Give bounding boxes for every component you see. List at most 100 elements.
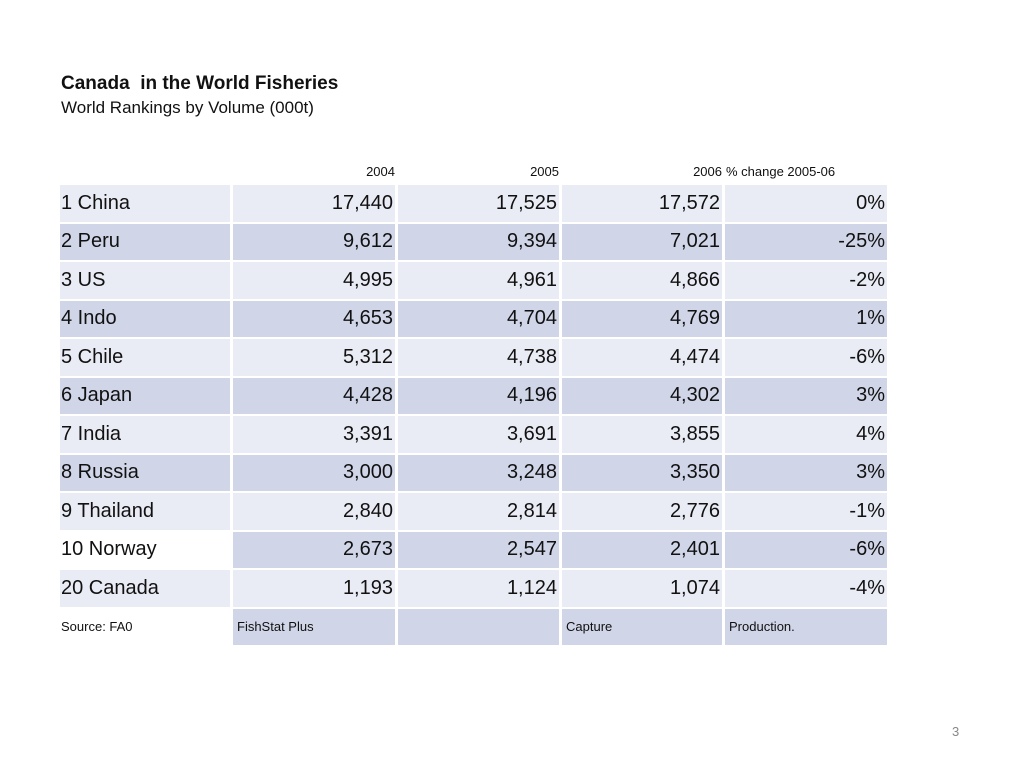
- cell-separator: [559, 493, 562, 530]
- cell-separator: [230, 300, 233, 337]
- cell-separator: [230, 262, 233, 299]
- country-cell: 4 Indo: [60, 300, 230, 337]
- value-cell: 4,866: [562, 262, 722, 299]
- change-cell: 0%: [725, 185, 887, 222]
- cell-separator: [559, 377, 562, 414]
- cell-separator: [230, 493, 233, 530]
- value-cell: 3,248: [398, 454, 559, 491]
- table-row: 1 China 17,440 17,525 17,572 0%: [60, 185, 887, 222]
- value-cell: 2,776: [562, 493, 722, 530]
- page-number: 3: [952, 724, 960, 739]
- cell-separator: [722, 223, 725, 260]
- cell-separator: [230, 377, 233, 414]
- change-cell: 1%: [725, 300, 887, 337]
- cell-separator: [395, 339, 398, 376]
- cell-separator: [559, 454, 562, 491]
- cell-separator: [559, 223, 562, 260]
- column-header-2005: 2005: [530, 164, 559, 179]
- value-cell: 3,000: [233, 454, 395, 491]
- value-cell: 3,691: [398, 416, 559, 453]
- country-cell: 20 Canada: [60, 570, 230, 607]
- cell-separator: [722, 416, 725, 453]
- cell-separator: [722, 493, 725, 530]
- value-cell: 1,193: [233, 570, 395, 607]
- table-row: 5 Chile 5,312 4,738 4,474 -6%: [60, 339, 887, 376]
- value-cell: 3,350: [562, 454, 722, 491]
- value-cell: 4,428: [233, 377, 395, 414]
- change-cell: 3%: [725, 377, 887, 414]
- cell-separator: [230, 339, 233, 376]
- cell-separator: [722, 339, 725, 376]
- value-cell: 17,572: [562, 185, 722, 222]
- change-cell: -2%: [725, 262, 887, 299]
- country-cell: 7 India: [60, 416, 230, 453]
- table-row: 10 Norway 2,673 2,547 2,401 -6%: [60, 531, 887, 568]
- value-cell: 3,391: [233, 416, 395, 453]
- cell-separator: [559, 185, 562, 222]
- change-cell: -6%: [725, 531, 887, 568]
- value-cell: 2,673: [233, 531, 395, 568]
- column-header-2006: 2006: [693, 164, 722, 179]
- country-cell: 5 Chile: [60, 339, 230, 376]
- change-cell: -4%: [725, 570, 887, 607]
- table-row: 7 India 3,391 3,691 3,855 4%: [60, 416, 887, 453]
- value-cell: 4,704: [398, 300, 559, 337]
- column-header-2004: 2004: [366, 164, 395, 179]
- country-cell: 10 Norway: [60, 531, 230, 568]
- value-cell: 4,196: [398, 377, 559, 414]
- cell-separator: [395, 570, 398, 607]
- value-cell: 2,547: [398, 531, 559, 568]
- value-cell: 4,474: [562, 339, 722, 376]
- cell-separator: [722, 185, 725, 222]
- cell-separator: [230, 531, 233, 568]
- table-row: 8 Russia 3,000 3,248 3,350 3%: [60, 454, 887, 491]
- rankings-table: 1 China 17,440 17,525 17,572 0% 2 Peru 9,612 9,…: [60, 183, 887, 647]
- cell-separator: [559, 416, 562, 453]
- cell-separator: [395, 185, 398, 222]
- source-cell: Capture: [562, 608, 722, 645]
- cell-separator: [559, 608, 562, 645]
- table-row: 20 Canada 1,193 1,124 1,074 -4%: [60, 570, 887, 607]
- country-cell: 6 Japan: [60, 377, 230, 414]
- table-row: 2 Peru 9,612 9,394 7,021 -25%: [60, 223, 887, 260]
- value-cell: 2,814: [398, 493, 559, 530]
- country-cell: 9 Thailand: [60, 493, 230, 530]
- change-cell: -6%: [725, 339, 887, 376]
- cell-separator: [395, 608, 398, 645]
- change-cell: 4%: [725, 416, 887, 453]
- cell-separator: [395, 531, 398, 568]
- cell-separator: [230, 454, 233, 491]
- source-row: Source: FA0 FishStat Plus Capture Productio…: [60, 608, 887, 645]
- cell-separator: [559, 339, 562, 376]
- value-cell: 4,961: [398, 262, 559, 299]
- value-cell: 4,769: [562, 300, 722, 337]
- cell-separator: [722, 262, 725, 299]
- value-cell: 17,525: [398, 185, 559, 222]
- table-row: 4 Indo 4,653 4,704 4,769 1%: [60, 300, 887, 337]
- table-row: 3 US 4,995 4,961 4,866 -2%: [60, 262, 887, 299]
- value-cell: 4,653: [233, 300, 395, 337]
- change-cell: -25%: [725, 223, 887, 260]
- cell-separator: [395, 300, 398, 337]
- cell-separator: [395, 493, 398, 530]
- cell-separator: [559, 531, 562, 568]
- cell-separator: [722, 377, 725, 414]
- country-cell: 8 Russia: [60, 454, 230, 491]
- value-cell: 4,738: [398, 339, 559, 376]
- cell-separator: [722, 570, 725, 607]
- change-cell: 3%: [725, 454, 887, 491]
- value-cell: 7,021: [562, 223, 722, 260]
- title-block: Canada in the World Fisheries World Rank…: [61, 72, 338, 120]
- cell-separator: [559, 570, 562, 607]
- slide-title: Canada in the World Fisheries: [61, 73, 339, 94]
- source-cell: Source: FA0: [60, 608, 230, 645]
- cell-separator: [395, 262, 398, 299]
- cell-separator: [395, 416, 398, 453]
- cell-separator: [559, 300, 562, 337]
- value-cell: 9,394: [398, 223, 559, 260]
- cell-separator: [395, 454, 398, 491]
- table-row: 9 Thailand 2,840 2,814 2,776 -1%: [60, 493, 887, 530]
- country-cell: 3 US: [60, 262, 230, 299]
- cell-separator: [230, 608, 233, 645]
- cell-separator: [395, 223, 398, 260]
